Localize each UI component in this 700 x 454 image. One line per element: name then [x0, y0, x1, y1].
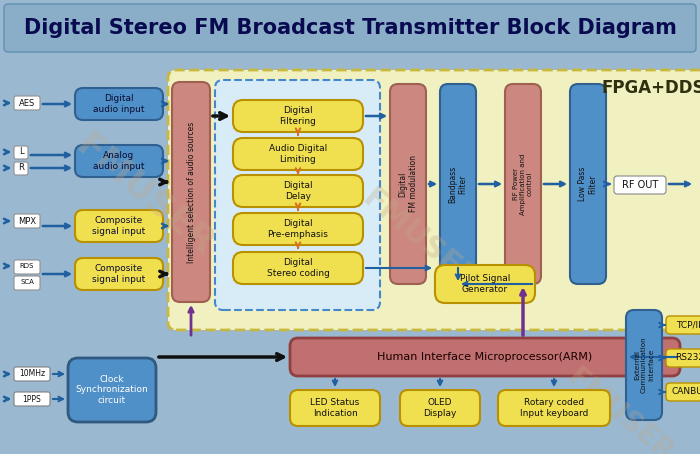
Text: RF OUT: RF OUT [622, 180, 658, 190]
Text: Composite
signal input: Composite signal input [92, 216, 146, 236]
FancyBboxPatch shape [14, 260, 40, 274]
FancyBboxPatch shape [14, 367, 50, 381]
Text: LED Status
Indication: LED Status Indication [310, 398, 360, 418]
FancyBboxPatch shape [172, 82, 210, 302]
Text: Digital
audio input: Digital audio input [93, 94, 145, 114]
Text: Human Interface Microprocessor(ARM): Human Interface Microprocessor(ARM) [377, 352, 593, 362]
FancyBboxPatch shape [14, 214, 40, 228]
FancyBboxPatch shape [168, 70, 700, 330]
Text: FPGA+DDS: FPGA+DDS [601, 79, 700, 97]
FancyBboxPatch shape [390, 84, 426, 284]
FancyBboxPatch shape [68, 358, 156, 422]
Text: SCA: SCA [20, 279, 34, 285]
Text: Low Pass
Filter: Low Pass Filter [578, 167, 598, 201]
FancyBboxPatch shape [75, 145, 163, 177]
FancyBboxPatch shape [14, 96, 40, 110]
Text: MPX: MPX [18, 217, 36, 226]
Text: FMUSER: FMUSER [561, 363, 678, 454]
Text: Digital
Pre-emphasis: Digital Pre-emphasis [267, 219, 328, 239]
FancyBboxPatch shape [400, 390, 480, 426]
Text: OLED
Display: OLED Display [424, 398, 456, 418]
Text: Pilot Signal
Generator: Pilot Signal Generator [460, 274, 510, 294]
Text: Digital
Filtering: Digital Filtering [279, 106, 316, 126]
Text: CANBUS: CANBUS [671, 388, 700, 396]
FancyBboxPatch shape [14, 162, 28, 175]
FancyBboxPatch shape [215, 80, 380, 310]
FancyBboxPatch shape [4, 56, 696, 450]
Text: Digital
Stereo coding: Digital Stereo coding [267, 258, 330, 278]
Text: Digital Stereo FM Broadcast Transmitter Block Diagram: Digital Stereo FM Broadcast Transmitter … [24, 18, 676, 38]
FancyBboxPatch shape [75, 210, 163, 242]
FancyBboxPatch shape [666, 316, 700, 334]
FancyBboxPatch shape [4, 4, 696, 52]
Text: 10MHz: 10MHz [19, 370, 45, 379]
FancyBboxPatch shape [435, 265, 535, 303]
Text: Composite
signal input: Composite signal input [92, 264, 146, 284]
FancyBboxPatch shape [505, 84, 541, 284]
FancyBboxPatch shape [75, 88, 163, 120]
Text: Intelligent selection of audio sources: Intelligent selection of audio sources [186, 121, 195, 262]
FancyBboxPatch shape [14, 392, 50, 406]
FancyBboxPatch shape [614, 176, 666, 194]
FancyBboxPatch shape [75, 258, 163, 290]
Text: RDS: RDS [20, 263, 34, 269]
Text: TCP/IP: TCP/IP [676, 321, 700, 330]
FancyBboxPatch shape [14, 276, 40, 290]
FancyBboxPatch shape [290, 338, 680, 376]
FancyBboxPatch shape [666, 349, 700, 367]
Text: RS232: RS232 [676, 354, 700, 362]
FancyBboxPatch shape [233, 252, 363, 284]
FancyBboxPatch shape [498, 390, 610, 426]
FancyBboxPatch shape [233, 175, 363, 207]
Text: RF Power
Amplification and
control: RF Power Amplification and control [513, 153, 533, 215]
FancyBboxPatch shape [233, 213, 363, 245]
Text: Analog
audio input: Analog audio input [93, 151, 145, 171]
Text: FMUSER: FMUSER [69, 128, 220, 262]
Text: L: L [19, 148, 23, 157]
Text: Digital
Delay: Digital Delay [284, 181, 313, 201]
FancyBboxPatch shape [570, 84, 606, 284]
Text: Clock
Synchronization
circuit: Clock Synchronization circuit [76, 375, 148, 405]
Text: 1PPS: 1PPS [22, 395, 41, 404]
FancyBboxPatch shape [440, 84, 476, 284]
Text: Audio Digital
Limiting: Audio Digital Limiting [269, 144, 327, 164]
FancyBboxPatch shape [233, 100, 363, 132]
Text: Rotary coded
Input keyboard: Rotary coded Input keyboard [520, 398, 588, 418]
Text: FMUSER: FMUSER [356, 183, 484, 297]
Text: Digital
FM modulation: Digital FM modulation [398, 156, 418, 212]
FancyBboxPatch shape [14, 146, 28, 159]
FancyBboxPatch shape [666, 383, 700, 401]
FancyBboxPatch shape [233, 138, 363, 170]
FancyBboxPatch shape [290, 390, 380, 426]
Text: Bandpass
Filter: Bandpass Filter [448, 165, 468, 202]
Text: External
Communication
Interface: External Communication Interface [634, 337, 654, 393]
Text: R: R [18, 163, 24, 173]
Text: AES: AES [19, 99, 35, 108]
FancyBboxPatch shape [626, 310, 662, 420]
